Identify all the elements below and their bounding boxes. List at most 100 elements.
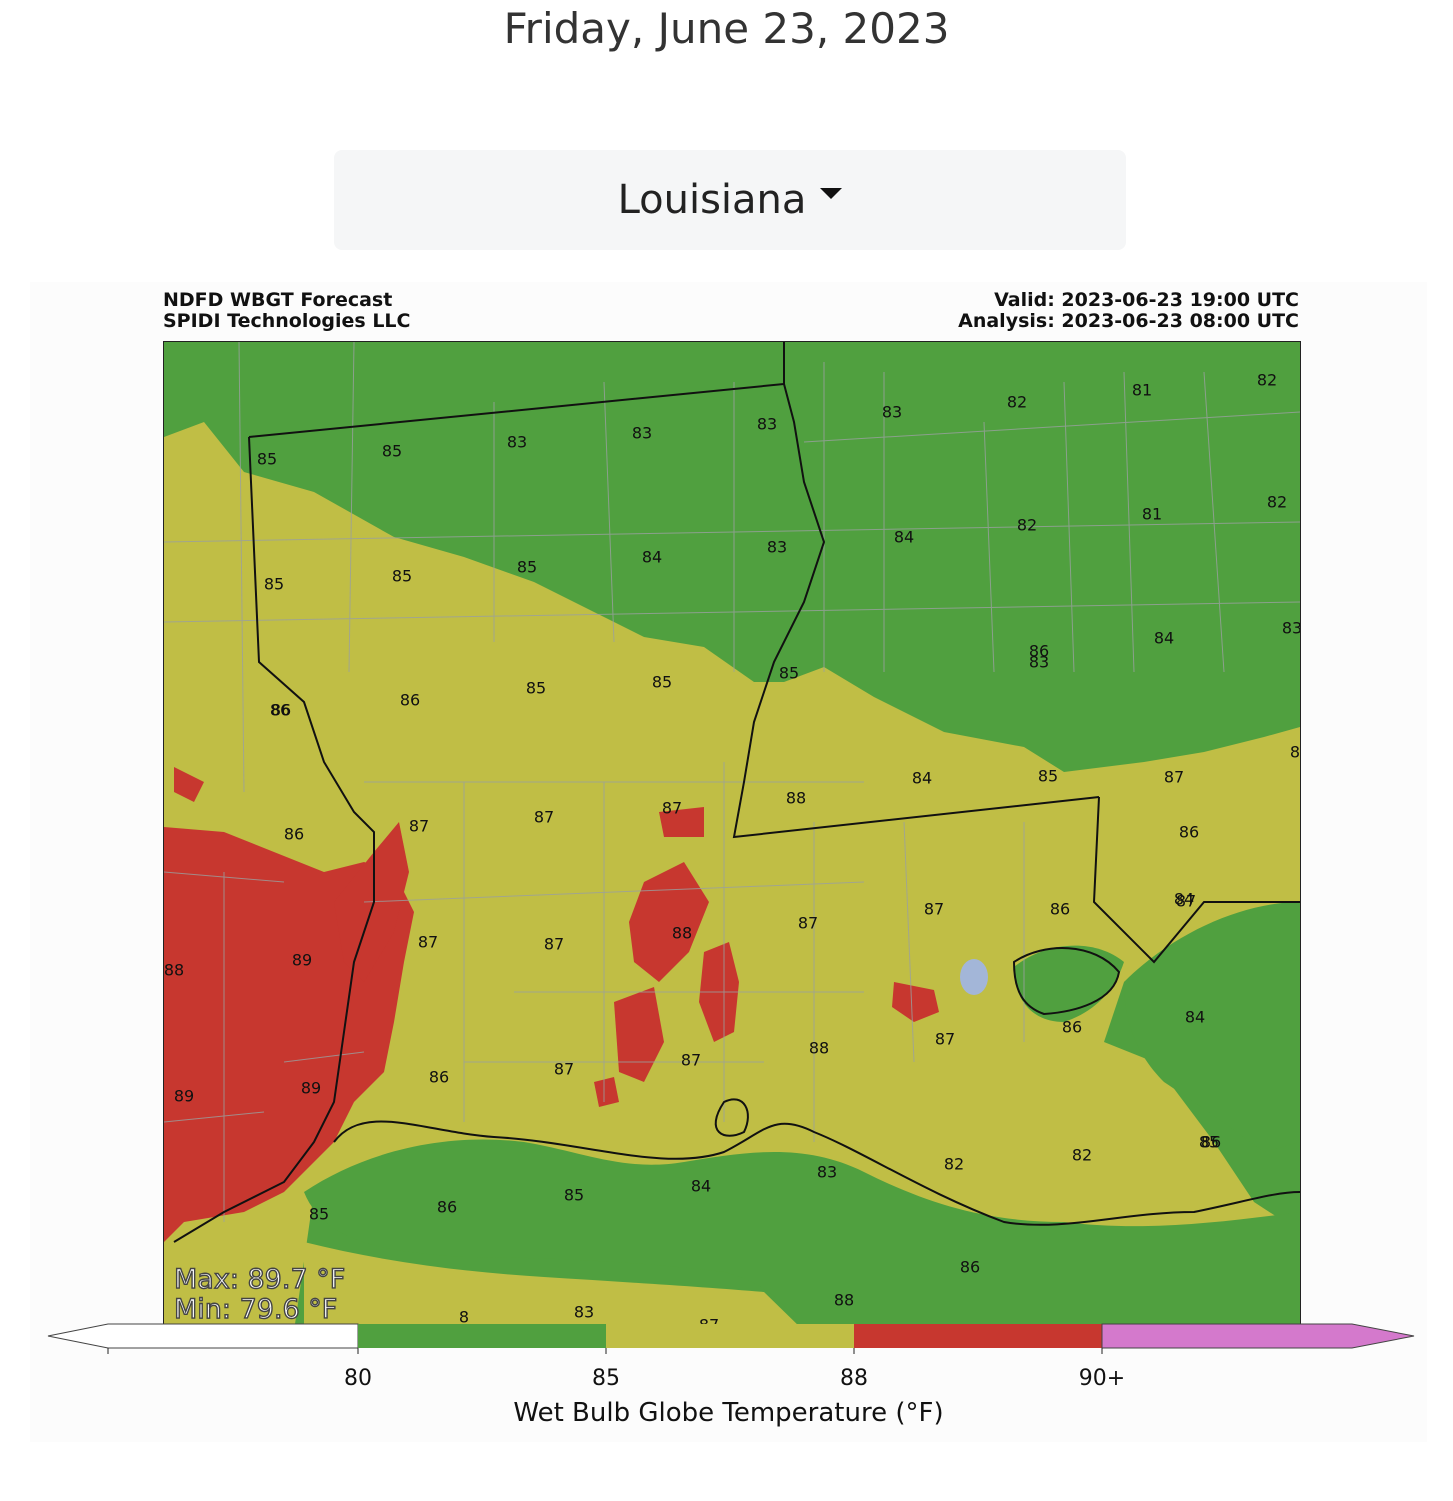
map-value-label: 82 [1256,370,1278,390]
map-value-label: 84 [1289,742,1301,762]
zone-88-90-central3 [614,987,664,1082]
map-value-label: 83 [573,1302,595,1322]
map-value-label: 87 [661,798,683,818]
colorbar-88-90 [854,1324,1102,1348]
map-value-label: 84 [641,547,663,567]
map-value-label: 83 [766,537,788,557]
map-value-label: 83 [816,1162,838,1182]
map-value-label: 84 [893,527,915,547]
map-value-label: 86 [269,700,291,720]
figure-time-header: Valid: 2023-06-23 19:00 UTC Analysis: 20… [958,290,1299,332]
colorbar-90-plus [1101,1323,1415,1349]
min-value: Min: 79.6 °F [173,1293,338,1325]
map-value-label: 87 [408,816,430,836]
map-value-label: 89 [173,1086,195,1106]
analysis-time: Analysis: 2023-06-23 08:00 UTC [958,310,1299,332]
zone-88-90-nw [174,767,204,802]
wbgt-forecast-figure: NDFD WBGT Forecast SPIDI Technologies LL… [30,282,1427,1442]
state-dropdown-label: Louisiana [617,177,807,223]
colorbar-tick-80: 80 [344,1366,372,1391]
map-value-label: 82 [1266,492,1288,512]
colorbar-80-85 [358,1324,606,1348]
map-value-label: 86 [1049,899,1071,919]
map-value-label: 82 [943,1154,965,1174]
max-value: Max: 89.7 °F [173,1263,346,1295]
map-value-label: 83 [1028,652,1050,672]
map-value-label: 88 [671,923,693,943]
map-value-label: 86 [270,700,292,720]
map-value-label: 85 [308,1204,330,1224]
zone-88-90-central4 [659,807,704,837]
map-value-label: 87 [543,934,565,954]
forecast-title: NDFD WBGT Forecast [163,289,393,311]
map-value-label: 86 [436,1197,458,1217]
state-dropdown[interactable]: Louisiana [334,150,1126,250]
map-value-label: 85 [381,441,403,461]
map-value-label: 82 [1071,1145,1093,1165]
zone-88-90-central5 [594,1077,619,1107]
map-value-label: 85 [516,557,538,577]
map-value-label: 89 [300,1078,322,1098]
caret-down-icon [820,187,843,199]
zone-80-85-east [1014,945,1124,1022]
lake [960,959,988,995]
map-value-label: 87 [680,1050,702,1070]
map-value-label: 81 [1141,504,1163,524]
map-value-label: 85 [525,678,547,698]
zone-88-90-central2 [629,862,709,982]
map-value-label: 89 [291,950,313,970]
map-value-label: 82 [1016,515,1038,535]
map-value-label: 87 [923,899,945,919]
colorbar-below-80 [47,1323,359,1349]
map-value-label: 84 [911,768,933,788]
map-value-label: 87 [934,1029,956,1049]
map-value-label: 81 [1131,380,1153,400]
valid-time: Valid: 2023-06-23 19:00 UTC [994,289,1299,311]
zone-85-88 [164,422,1300,1331]
map-value-label: 86 [1178,822,1200,842]
map-value-label: 86 [1061,1017,1083,1037]
zone-85-88-gulf [304,1242,804,1331]
map-value-label: 86 [283,824,305,844]
map-value-label: 87 [553,1059,575,1079]
colorbar-tick-88: 88 [840,1366,868,1391]
map-value-label: 87 [533,807,555,827]
county-lines [164,342,1300,1222]
colorbar-title: Wet Bulb Globe Temperature (°F) [513,1398,944,1428]
map-value-label: 85 [563,1185,585,1205]
date-heading: Friday, June 23, 2023 [503,4,950,53]
map-value-label: 85 [256,449,278,469]
zone-80-85-gulf [304,1139,1300,1331]
map-value-label: 88 [785,788,807,808]
map-value-label: 84 [1173,889,1195,909]
map-value-label: 85 [391,566,413,586]
wbgt-map: 85 85 83 83 83 83 82 81 82 85 85 85 84 83 84 82 81 82 83 84… [163,341,1301,1332]
colorbar [47,1323,1415,1354]
map-value-label: 83 [1281,618,1301,638]
zone-80-85-delta [1124,902,1300,1152]
map-value-label: 87 [1163,767,1185,787]
colorbar-85-88 [606,1324,854,1348]
map-value-label: 83 [881,402,903,422]
map-value-label: 86 [399,690,421,710]
map-value-label: 88 [808,1038,830,1058]
map-value-label: 86 [1200,1132,1222,1152]
provider-name: SPIDI Technologies LLC [163,310,411,332]
map-value-label: 83 [756,414,778,434]
map-value-label: 8 [458,1307,470,1327]
map-value-label: 87 [1175,891,1197,911]
map-value-label: 86 [428,1067,450,1087]
map-value-label: 83 [506,432,528,452]
map-value-label: 86 [1028,641,1050,661]
map-value-label: 85 [263,574,285,594]
map-value-label: 85 [1037,766,1059,786]
map-value-label: 85 [651,672,673,692]
map-value-label: 86 [959,1257,981,1277]
wbgt-map-graphic [164,342,1300,1331]
map-value-label: 84 [1153,628,1175,648]
map-value-label: 87 [797,913,819,933]
map-value-label: 84 [690,1176,712,1196]
map-value-label: 88 [833,1290,855,1310]
zone-88-90-east [892,982,939,1022]
map-value-label: 83 [631,423,653,443]
